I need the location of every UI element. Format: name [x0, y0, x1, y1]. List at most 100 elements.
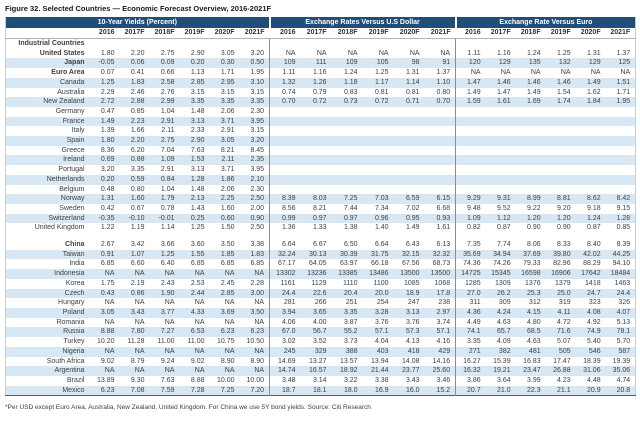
year-header: 2017F [119, 28, 150, 39]
value-cell: 57.1 [424, 327, 456, 338]
value-cell: 8.36 [100, 146, 115, 154]
value-cell [516, 39, 546, 49]
value-cell: 6.64 [269, 240, 301, 250]
value-cell: 24.4 [269, 288, 301, 299]
value-cell: 8.88 [89, 327, 120, 338]
value-cell: 74.9 [575, 327, 606, 338]
value-cell: 2.91 [160, 166, 175, 174]
value-cell: 3.66 [160, 241, 175, 249]
year-header: 2020F [393, 28, 425, 39]
value-cell [516, 107, 546, 117]
value-cell: 3.15 [250, 88, 265, 96]
value-cell: NA [209, 346, 240, 357]
value-cell: 3.02 [269, 337, 301, 347]
table-row: Ireland 0.69 0.88 1.09 1.53 2.11 2.35 [5, 155, 636, 166]
value-cell: 125 [605, 58, 636, 69]
value-cell: 65.7 [485, 327, 516, 338]
value-cell: 1379 [555, 279, 571, 287]
table-row: New Zealand 2.72 2.88 2.99 3.35 3.35 3.35 0.70 0… [5, 97, 636, 107]
value-cell [424, 116, 456, 127]
value-cell: 34.94 [485, 249, 516, 260]
value-cell: 2.11 [209, 155, 240, 166]
value-cell: 1.50 [220, 224, 235, 232]
value-cell: 23.47 [515, 366, 546, 376]
value-cell: 4.33 [179, 307, 210, 318]
value-cell: 309 [498, 299, 511, 307]
value-cell: 1.28 [605, 213, 636, 224]
value-cell: 11.28 [127, 338, 145, 346]
value-cell: NA [164, 318, 175, 326]
value-cell [394, 185, 425, 195]
value-cell [606, 107, 636, 117]
value-cell [486, 126, 516, 136]
value-cell: NA [104, 318, 115, 326]
value-cell: 0.97 [300, 213, 332, 224]
value-cell: 6.85 [220, 260, 235, 268]
value-cell: 3.05 [209, 136, 240, 146]
value-cell: 3.20 [100, 166, 115, 174]
value-cell: NA [455, 68, 486, 78]
value-cell: 9.52 [496, 204, 511, 212]
value-cell: 1.39 [100, 127, 115, 135]
table-row: Euro Area 0.07 0.41 0.66 1.13 1.71 1.95 1.11 1.1… [6, 68, 636, 78]
value-cell: 0.47 [100, 107, 115, 115]
value-cell [425, 39, 456, 49]
table-row: Russia 8.88 7.80 7.27 6.53 6.23 6.23 67.0 56.7 55… [5, 327, 636, 338]
value-cell: 21.0 [485, 385, 516, 396]
value-cell: 11.00 [187, 338, 205, 346]
value-cell: 1.20 [515, 213, 546, 224]
value-cell [363, 146, 394, 156]
value-cell: 9.30 [130, 376, 145, 384]
country-name: Belgium [59, 185, 85, 193]
value-cell: 15.2 [424, 385, 456, 396]
forecast-table: 10-Year Yields (Percent) Exchange Rates … [5, 17, 637, 397]
value-cell [546, 39, 576, 49]
value-cell: 7.27 [149, 327, 180, 338]
value-cell: 2.45 [220, 279, 235, 287]
value-cell [300, 136, 332, 146]
value-cell: 1129 [311, 279, 327, 287]
value-cell [363, 233, 394, 240]
value-cell: 1.07 [119, 249, 150, 260]
value-cell: 245 [269, 346, 301, 357]
value-cell: 1463 [614, 279, 631, 287]
value-cell [424, 136, 456, 146]
value-cell [546, 107, 576, 117]
value-cell: NA [239, 346, 270, 357]
value-cell [393, 136, 425, 146]
value-cell: 6.23 [89, 385, 120, 396]
value-cell: 1.31 [405, 69, 420, 77]
value-cell: 1.60 [220, 204, 235, 212]
country-name: Romania [56, 318, 85, 326]
value-cell: 3.86 [455, 375, 486, 386]
country-name: Argentina [5, 366, 90, 376]
value-cell [90, 39, 120, 49]
figure-title: Figure 32. Selected Countries — Economic… [5, 4, 272, 13]
value-cell: 8.33 [556, 241, 571, 249]
value-cell [269, 165, 301, 175]
country-name: France [5, 116, 90, 127]
value-cell: 4.48 [586, 376, 601, 384]
value-cell: 8.21 [220, 146, 235, 154]
value-cell [269, 116, 301, 127]
value-cell: 9.18 [586, 204, 601, 212]
value-cell: 0.66 [160, 69, 175, 77]
value-cell: 2.97 [424, 307, 456, 318]
value-cell [576, 39, 606, 49]
value-cell: 0.30 [209, 58, 240, 69]
value-cell [546, 165, 576, 175]
value-cell: 63.97 [340, 260, 358, 268]
value-cell: 0.84 [149, 174, 180, 185]
value-cell: 2.58 [149, 77, 180, 88]
value-cell [150, 233, 180, 240]
value-cell: NA [119, 366, 150, 376]
year-header: 2020F [209, 28, 240, 39]
value-cell: 0.74 [269, 87, 301, 98]
year-header: 2018F [331, 28, 363, 39]
value-cell: 13.94 [371, 357, 389, 365]
value-cell: 6.23 [209, 327, 240, 338]
value-cell: 26.88 [545, 366, 576, 376]
value-cell: 1.71 [220, 69, 235, 77]
value-cell: 7.25 [209, 385, 240, 396]
value-cell: 1.80 [89, 136, 120, 146]
